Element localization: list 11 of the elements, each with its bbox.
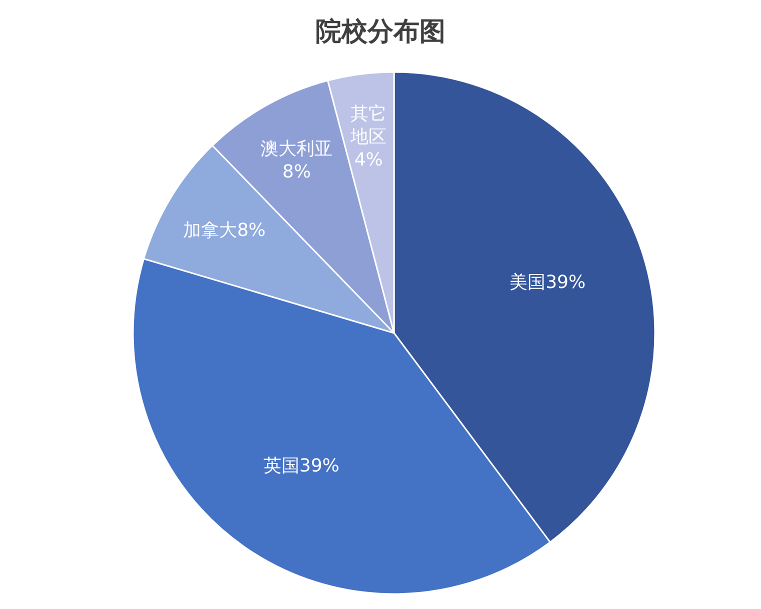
data-label: 39% (299, 456, 340, 477)
slice-label: 其它地区 (350, 103, 387, 148)
slice-label: 澳大利亚 (260, 138, 333, 160)
slice-label: 美国 (510, 272, 546, 294)
data-label: 39% (546, 272, 586, 294)
slice-label: 加拿大 (183, 220, 238, 242)
chart-title: 院校分布图 (316, 17, 446, 47)
slice-label: 英国 (263, 456, 300, 477)
data-label: 8% (282, 162, 311, 183)
data-label: 8% (237, 220, 266, 242)
data-label: 4% (354, 149, 383, 170)
